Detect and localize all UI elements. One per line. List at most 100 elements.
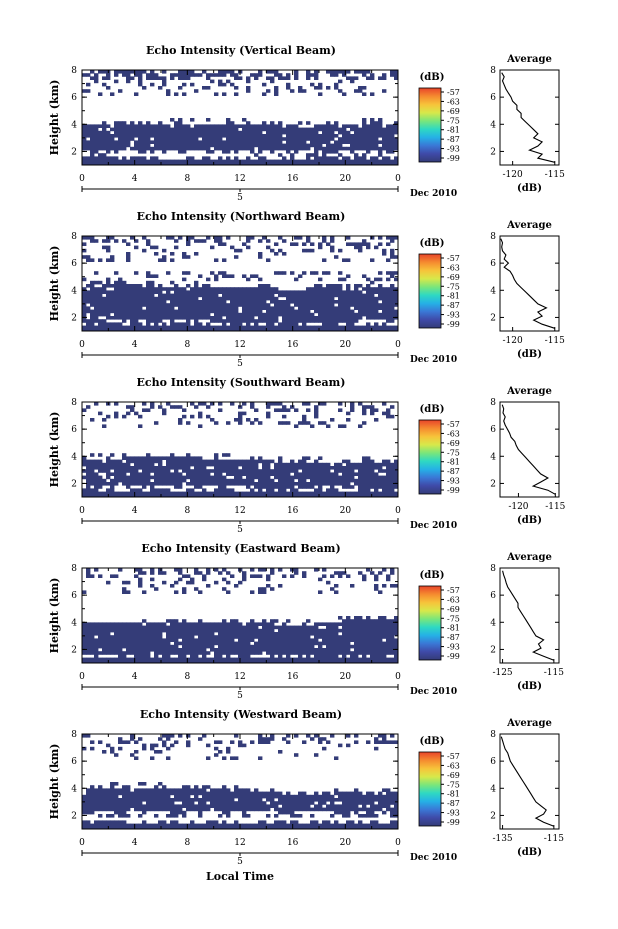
heatmap-cell — [94, 325, 99, 330]
heatmap-cell — [210, 402, 215, 406]
heatmap-cell — [150, 466, 155, 470]
heatmap-cell — [198, 475, 203, 480]
heatmap-cell — [134, 654, 139, 658]
heatmap-cell — [102, 820, 107, 824]
heatmap-cell — [146, 462, 151, 467]
heatmap-cell — [374, 309, 379, 314]
heatmap-cell — [246, 162, 251, 165]
heatmap-cell — [242, 118, 247, 122]
heatmap-cell — [130, 657, 135, 662]
heatmap-cell — [114, 635, 119, 639]
heatmap-cell — [162, 296, 167, 301]
heatmap-cell — [266, 130, 271, 135]
heatmap-cell — [278, 638, 283, 642]
heatmap-cell — [210, 648, 215, 652]
heatmap-cell — [222, 494, 227, 497]
heatmap-cell — [354, 316, 359, 320]
heatmap-cell — [150, 156, 155, 160]
heatmap-cell — [250, 287, 255, 291]
heatmap-cell — [146, 127, 151, 132]
heatmap-cell — [394, 657, 398, 662]
heatmap-cell — [394, 660, 398, 663]
heatmap-cell — [254, 153, 259, 157]
heatmap-cell — [214, 296, 219, 301]
heatmap-cell — [314, 491, 319, 496]
heatmap-cell — [378, 306, 383, 310]
heatmap-cell — [122, 491, 127, 496]
colorbar-tick-label: -81 — [447, 126, 460, 135]
heatmap-cell — [354, 284, 359, 288]
heatmap-cell — [206, 127, 211, 132]
heatmap-cell — [198, 635, 203, 639]
heatmap-cell — [194, 127, 199, 132]
heatmap-cell — [154, 644, 159, 649]
heatmap-cell — [290, 296, 295, 301]
heatmap-cell — [238, 482, 243, 486]
heatmap-cell — [110, 794, 115, 799]
heatmap-cell — [378, 469, 383, 473]
heatmap-cell — [254, 319, 259, 323]
heatmap-cell — [154, 478, 159, 483]
heatmap-cell — [362, 411, 367, 416]
heatmap-cell — [378, 146, 383, 151]
heatmap-cell — [310, 424, 315, 428]
heatmap-cell — [290, 459, 295, 464]
heatmap-cell — [330, 325, 335, 330]
heatmap-cell — [130, 475, 135, 480]
heatmap-cell — [330, 644, 335, 649]
heatmap-cell — [310, 300, 315, 304]
heatmap-cell — [230, 619, 235, 623]
heatmap-cell — [314, 134, 319, 138]
heatmap-cell — [158, 293, 163, 298]
heatmap-cell — [306, 660, 311, 663]
heatmap-cell — [86, 475, 91, 480]
heatmap-cell — [158, 309, 163, 314]
heatmap-cell — [210, 628, 215, 633]
heatmap-cell — [302, 312, 307, 317]
heatmap-cell — [82, 242, 87, 246]
heatmap-cell — [274, 303, 279, 307]
heatmap-cell — [342, 491, 347, 496]
heatmap-cell — [110, 459, 115, 464]
heatmap-cell — [146, 274, 151, 278]
heatmap-cell — [98, 814, 103, 818]
heatmap-cell — [234, 466, 239, 470]
heatmap-cell — [150, 628, 155, 633]
heatmap-cell — [298, 648, 303, 652]
heatmap-cell — [142, 309, 147, 314]
heatmap-cell — [390, 644, 395, 649]
heatmap-cell — [134, 482, 139, 486]
heatmap-cell — [150, 648, 155, 652]
avg-y-tick-label: 2 — [490, 147, 496, 157]
heatmap-cell — [258, 456, 263, 460]
heatmap-cell — [370, 124, 375, 128]
heatmap-cell — [238, 622, 243, 626]
heatmap-cell — [314, 137, 319, 141]
heatmap-cell — [90, 625, 95, 630]
heatmap-cell — [190, 488, 195, 492]
heatmap-cell — [86, 801, 91, 805]
heatmap-cell — [118, 130, 123, 135]
x-tick-label: 20 — [340, 340, 352, 350]
heatmap-cell — [270, 488, 275, 492]
heatmap-cell — [114, 648, 119, 652]
heatmap-cell — [218, 296, 223, 301]
y-axis-label: Height (km) — [48, 578, 61, 654]
y-axis-label: Height (km) — [48, 412, 61, 488]
heatmap-cell — [110, 309, 115, 314]
heatmap-cell — [190, 312, 195, 317]
heatmap-cell — [210, 134, 215, 138]
heatmap-cell — [210, 641, 215, 646]
heatmap-cell — [134, 159, 139, 164]
heatmap-cell — [126, 456, 131, 460]
heatmap-cell — [242, 127, 247, 132]
heatmap-cell — [370, 478, 375, 483]
heatmap-cell — [354, 159, 359, 164]
heatmap-cell — [174, 482, 179, 486]
heatmap-cell — [374, 306, 379, 310]
heatmap-cell — [86, 488, 91, 492]
heatmap-cell — [134, 638, 139, 642]
heatmap-cell — [326, 638, 331, 642]
heatmap-cell — [254, 306, 259, 310]
heatmap-cell — [86, 146, 91, 151]
